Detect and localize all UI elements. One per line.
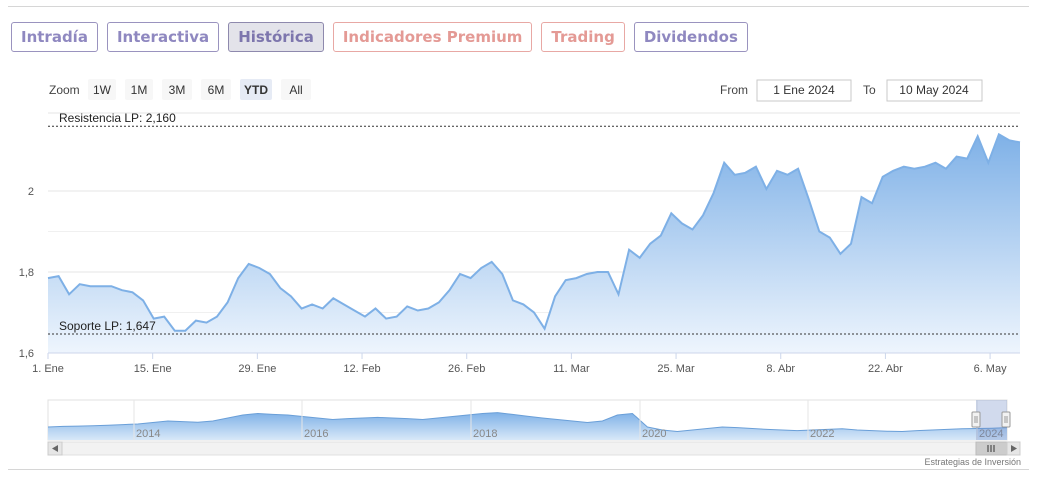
zoom-button-label: All — [289, 83, 302, 97]
navigator-tick-label: 2016 — [304, 428, 328, 440]
zoom-button-bg — [125, 79, 153, 100]
from-date-input[interactable] — [756, 79, 852, 102]
x-tick-label: 22. Abr — [868, 363, 903, 375]
tab-intrad-a[interactable]: Intradía — [11, 22, 98, 52]
to-label: To — [863, 83, 876, 97]
y-tick-label: 1,6 — [19, 348, 34, 360]
zoom-button-label: 1M — [131, 83, 148, 97]
tab-interactiva[interactable]: Interactiva — [106, 22, 220, 52]
tab-dividendos[interactable]: Dividendos — [633, 22, 748, 52]
navigator-scrollbar[interactable] — [47, 441, 1021, 456]
zoom-button-bg — [281, 79, 311, 100]
zoom-button-label: 1W — [93, 83, 112, 97]
x-tick-label: 29. Ene — [238, 363, 276, 375]
to-date-value: 10 May 2024 — [899, 83, 969, 97]
zoom-button-1w[interactable]: 1W — [88, 79, 116, 100]
y-axis: 1,6 1,8 2 — [19, 186, 34, 360]
x-tick-label: 25. Mar — [657, 363, 695, 375]
zoom-label: Zoom — [49, 83, 80, 97]
x-tick-label: 26. Feb — [448, 363, 485, 375]
x-tick-label: 6. May — [974, 363, 1008, 375]
navigator-tick-label: 2020 — [642, 428, 666, 440]
plot-line-label-0: Resistencia LP: 2,160 — [59, 111, 176, 125]
x-tick-label: 12. Feb — [343, 363, 380, 375]
zoom-button-6m[interactable]: 6M — [201, 79, 231, 100]
tab-trading[interactable]: Trading — [541, 22, 625, 52]
from-label: From — [720, 83, 748, 97]
zoom-button-label: 6M — [208, 83, 225, 97]
tab-indicadores-premium[interactable]: Indicadores Premium — [332, 22, 533, 52]
tab-bar: Intradía Interactiva Histórica Indicadores … — [11, 22, 748, 52]
zoom-button-3m[interactable]: 3M — [162, 79, 192, 100]
navigator-tick-label: 2022 — [810, 428, 834, 440]
arrow-left-icon — [52, 445, 58, 452]
scrollbar-track[interactable] — [47, 441, 1021, 456]
to-date-input[interactable] — [886, 79, 983, 102]
zoom-button-bg — [240, 79, 272, 100]
navigator-tick-label: 2014 — [136, 428, 160, 440]
zoom-button-bg — [162, 79, 192, 100]
navigator-tick-label: 2024 — [979, 428, 1003, 440]
x-tick-label: 11. Mar — [553, 363, 590, 375]
navigator-handle-left[interactable] — [971, 411, 981, 428]
plot-lines: Resistencia LP: 2,160 Soporte LP: 1,647 — [48, 111, 1020, 335]
zoom-buttons: 1W 1M 3M 6M YTD All — [88, 79, 311, 100]
navigator-area — [48, 412, 1007, 440]
credit-text: Estrategias de Inversión — [924, 457, 1021, 467]
price-line — [47, 132, 1021, 332]
navigator-tick-label: 2018 — [473, 428, 497, 440]
top-divider — [8, 6, 1029, 7]
zoom-button-ytd[interactable]: YTD — [240, 79, 272, 100]
y-tick-label: 2 — [28, 186, 34, 198]
x-tick-label: 8. Abr — [766, 363, 795, 375]
plot-line-label-1: Soporte LP: 1,647 — [59, 319, 156, 333]
tab-hist-rica[interactable]: Histórica — [228, 22, 324, 52]
stock-chart: Zoom 1W 1M 3M 6M YTD All From 1 Ene 2024 To 1… — [19, 79, 1021, 456]
zoom-button-label: 3M — [169, 83, 186, 97]
chart-container: Zoom 1W 1M 3M 6M YTD All From 1 Ene 2024 To 1… — [0, 62, 1037, 480]
x-axis: 1. Ene 15. Ene 29. Ene 12. Feb 26. Feb 11. Ma… — [32, 352, 1020, 375]
x-tick-label: 1. Ene — [32, 363, 64, 375]
zoom-button-label: YTD — [244, 83, 268, 97]
zoom-button-bg — [88, 79, 116, 100]
navigator-line — [47, 412, 1008, 433]
handle-body — [1001, 411, 1011, 428]
navigator[interactable]: 2014 2016 2018 2020 2022 2024 — [47, 399, 1021, 456]
arrow-right-icon — [1011, 445, 1017, 452]
from-date-value: 1 Ene 2024 — [773, 83, 835, 97]
handle-body — [971, 411, 981, 428]
bottom-divider — [8, 469, 1029, 470]
navigator-handle-right[interactable] — [1001, 411, 1011, 428]
x-tick-label: 15. Ene — [134, 363, 172, 375]
zoom-button-all[interactable]: All — [281, 79, 311, 100]
zoom-button-1m[interactable]: 1M — [125, 79, 153, 100]
price-area — [48, 134, 1020, 353]
zoom-button-bg — [201, 79, 231, 100]
y-tick-label: 1,8 — [19, 267, 34, 279]
